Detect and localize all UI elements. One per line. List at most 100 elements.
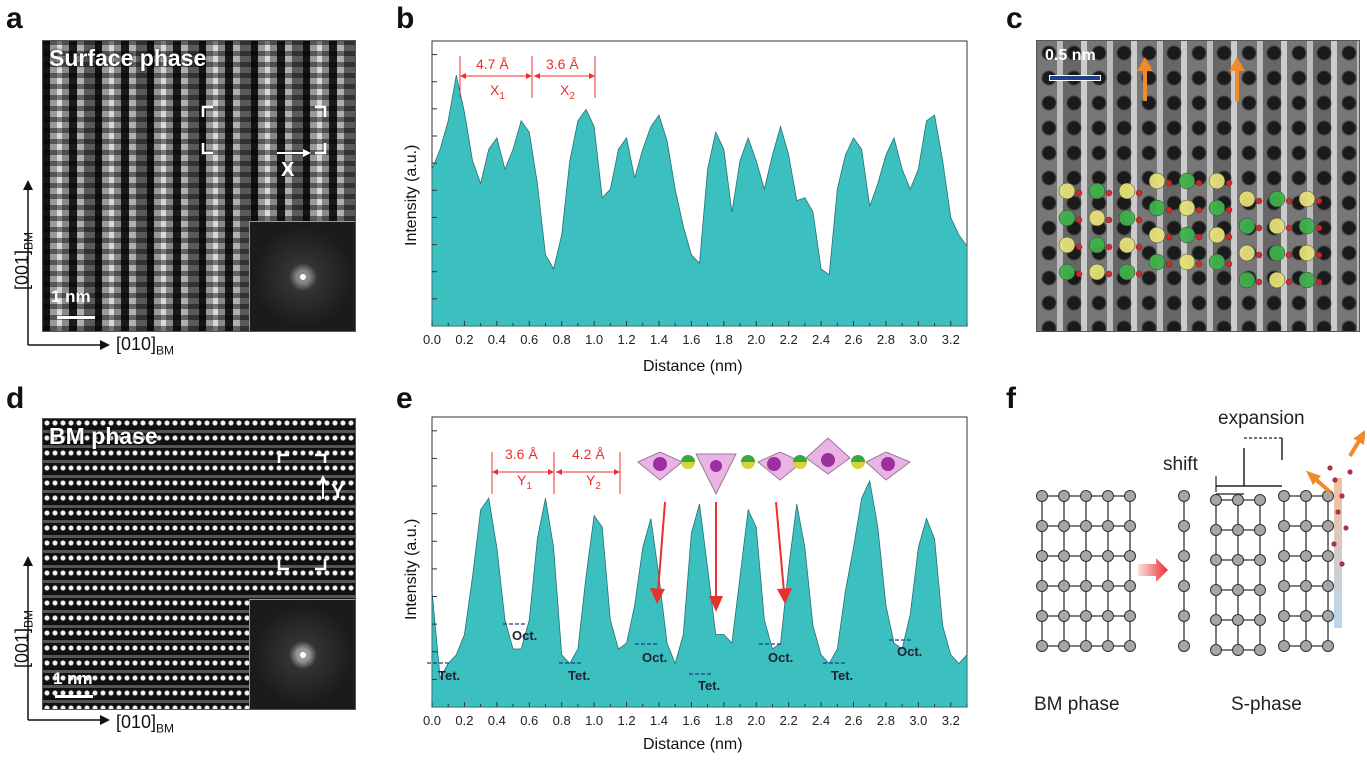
- ion-dot: [1332, 477, 1338, 483]
- panel-d-title: BM phase: [49, 423, 158, 449]
- atom: [1105, 243, 1113, 251]
- x-tick-label: 2.2: [780, 332, 798, 347]
- lattice-node: [1080, 640, 1092, 652]
- atom: [1268, 190, 1286, 208]
- atom: [1208, 226, 1226, 244]
- lattice-node: [1232, 554, 1244, 566]
- panel-label-e: e: [396, 382, 413, 415]
- ion-dot: [1327, 465, 1333, 471]
- ion-dot: [1331, 541, 1337, 547]
- atom: [1178, 253, 1196, 271]
- atom: [1118, 263, 1136, 281]
- lattice-node: [1178, 640, 1190, 652]
- lattice-node: [1080, 550, 1092, 562]
- x-tick-label: 3.2: [942, 713, 960, 728]
- lattice-node: [1254, 494, 1266, 506]
- atom: [1165, 206, 1173, 214]
- c-scale-label: 0.5 nm: [1045, 47, 1096, 64]
- atom: [1195, 260, 1203, 268]
- site-label: Tet.: [698, 678, 721, 693]
- lattice-node: [1124, 580, 1136, 592]
- lattice-node: [1232, 614, 1244, 626]
- profile-area: [431, 75, 968, 327]
- x-tick-label: 0.6: [520, 332, 538, 347]
- lattice-node: [1300, 550, 1312, 562]
- d-scale-bar: [55, 695, 93, 698]
- panel-label-a: a: [6, 2, 23, 35]
- atom: [1118, 236, 1136, 254]
- atom: [1105, 216, 1113, 224]
- lattice-node: [1124, 490, 1136, 502]
- atom: [1315, 251, 1323, 259]
- marker-y: Y: [331, 481, 345, 503]
- b-distance-annotation: [459, 56, 596, 98]
- atom: [1225, 179, 1233, 187]
- lattice-node: [1232, 524, 1244, 536]
- site-label: Oct.: [897, 644, 923, 659]
- lattice-node: [1036, 640, 1048, 652]
- ion-dot: [1339, 561, 1345, 567]
- x-tick-label: 1.4: [650, 713, 668, 728]
- lattice-node: [1300, 490, 1312, 502]
- b-ann-1-name: X1: [490, 82, 505, 102]
- polyhedra-strip: [637, 437, 911, 612]
- lattice-node: [1178, 520, 1190, 532]
- x-tick-label: 2.4: [812, 332, 830, 347]
- expansion-label: expansion: [1218, 408, 1305, 429]
- d-axis-001-label: [001]BM: [12, 609, 36, 668]
- ion-dot: [1335, 509, 1341, 515]
- lattice-node: [1102, 610, 1114, 622]
- lattice-node: [1278, 490, 1290, 502]
- axes-arrows-d: [23, 556, 110, 725]
- x-tick-label: 3.0: [909, 332, 927, 347]
- atom: [1088, 182, 1106, 200]
- atom: [1165, 260, 1173, 268]
- atom: [1105, 270, 1113, 278]
- atom: [1268, 244, 1286, 262]
- shift-label: shift: [1163, 454, 1198, 475]
- atom: [1225, 233, 1233, 241]
- x-tick-label: 2.0: [747, 713, 765, 728]
- x-tick-label: 1.0: [585, 332, 603, 347]
- lattice-node: [1124, 610, 1136, 622]
- s-phase-label: S-phase: [1231, 694, 1302, 715]
- lattice-node: [1254, 584, 1266, 596]
- atom: [1195, 179, 1203, 187]
- atom: [1058, 263, 1076, 281]
- lattice-node: [1322, 580, 1334, 592]
- lattice-node: [1300, 520, 1312, 532]
- lattice-node: [1036, 580, 1048, 592]
- atom: [1075, 216, 1083, 224]
- atom: [1285, 197, 1293, 205]
- roi-bracket-overlay-d: [277, 453, 327, 571]
- lattice-node: [1080, 580, 1092, 592]
- site-label: Tet.: [438, 668, 461, 683]
- atom: [1285, 224, 1293, 232]
- atom: [1255, 251, 1263, 259]
- bm-phase-label: BM phase: [1034, 694, 1120, 715]
- atom: [1165, 233, 1173, 241]
- x-tick-label: 0.4: [488, 713, 506, 728]
- lattice-node: [1232, 644, 1244, 656]
- lattice-node: [1278, 640, 1290, 652]
- atom: [1238, 217, 1256, 235]
- atom: [1058, 236, 1076, 254]
- atom: [1135, 216, 1143, 224]
- x-tick-label: 1.6: [682, 332, 700, 347]
- atom: [1135, 243, 1143, 251]
- lattice-node: [1102, 520, 1114, 532]
- lattice-node: [1058, 610, 1070, 622]
- escape-arrow-head: [1306, 470, 1321, 485]
- bm-phase-micrograph: BM phase Y 1 nm: [42, 418, 356, 710]
- e-ann-1-value: 3.6 Å: [505, 446, 538, 462]
- atom: [1315, 224, 1323, 232]
- b-ann-1-value: 4.7 Å: [476, 56, 509, 72]
- atom: [1285, 278, 1293, 286]
- x-tick-label: 1.8: [715, 713, 733, 728]
- lattice-node: [1322, 640, 1334, 652]
- lattice-node: [1058, 520, 1070, 532]
- lattice-node: [1322, 610, 1334, 622]
- x-tick-label: 1.2: [618, 332, 636, 347]
- x-tick-label: 0.6: [520, 713, 538, 728]
- lattice-node: [1102, 490, 1114, 502]
